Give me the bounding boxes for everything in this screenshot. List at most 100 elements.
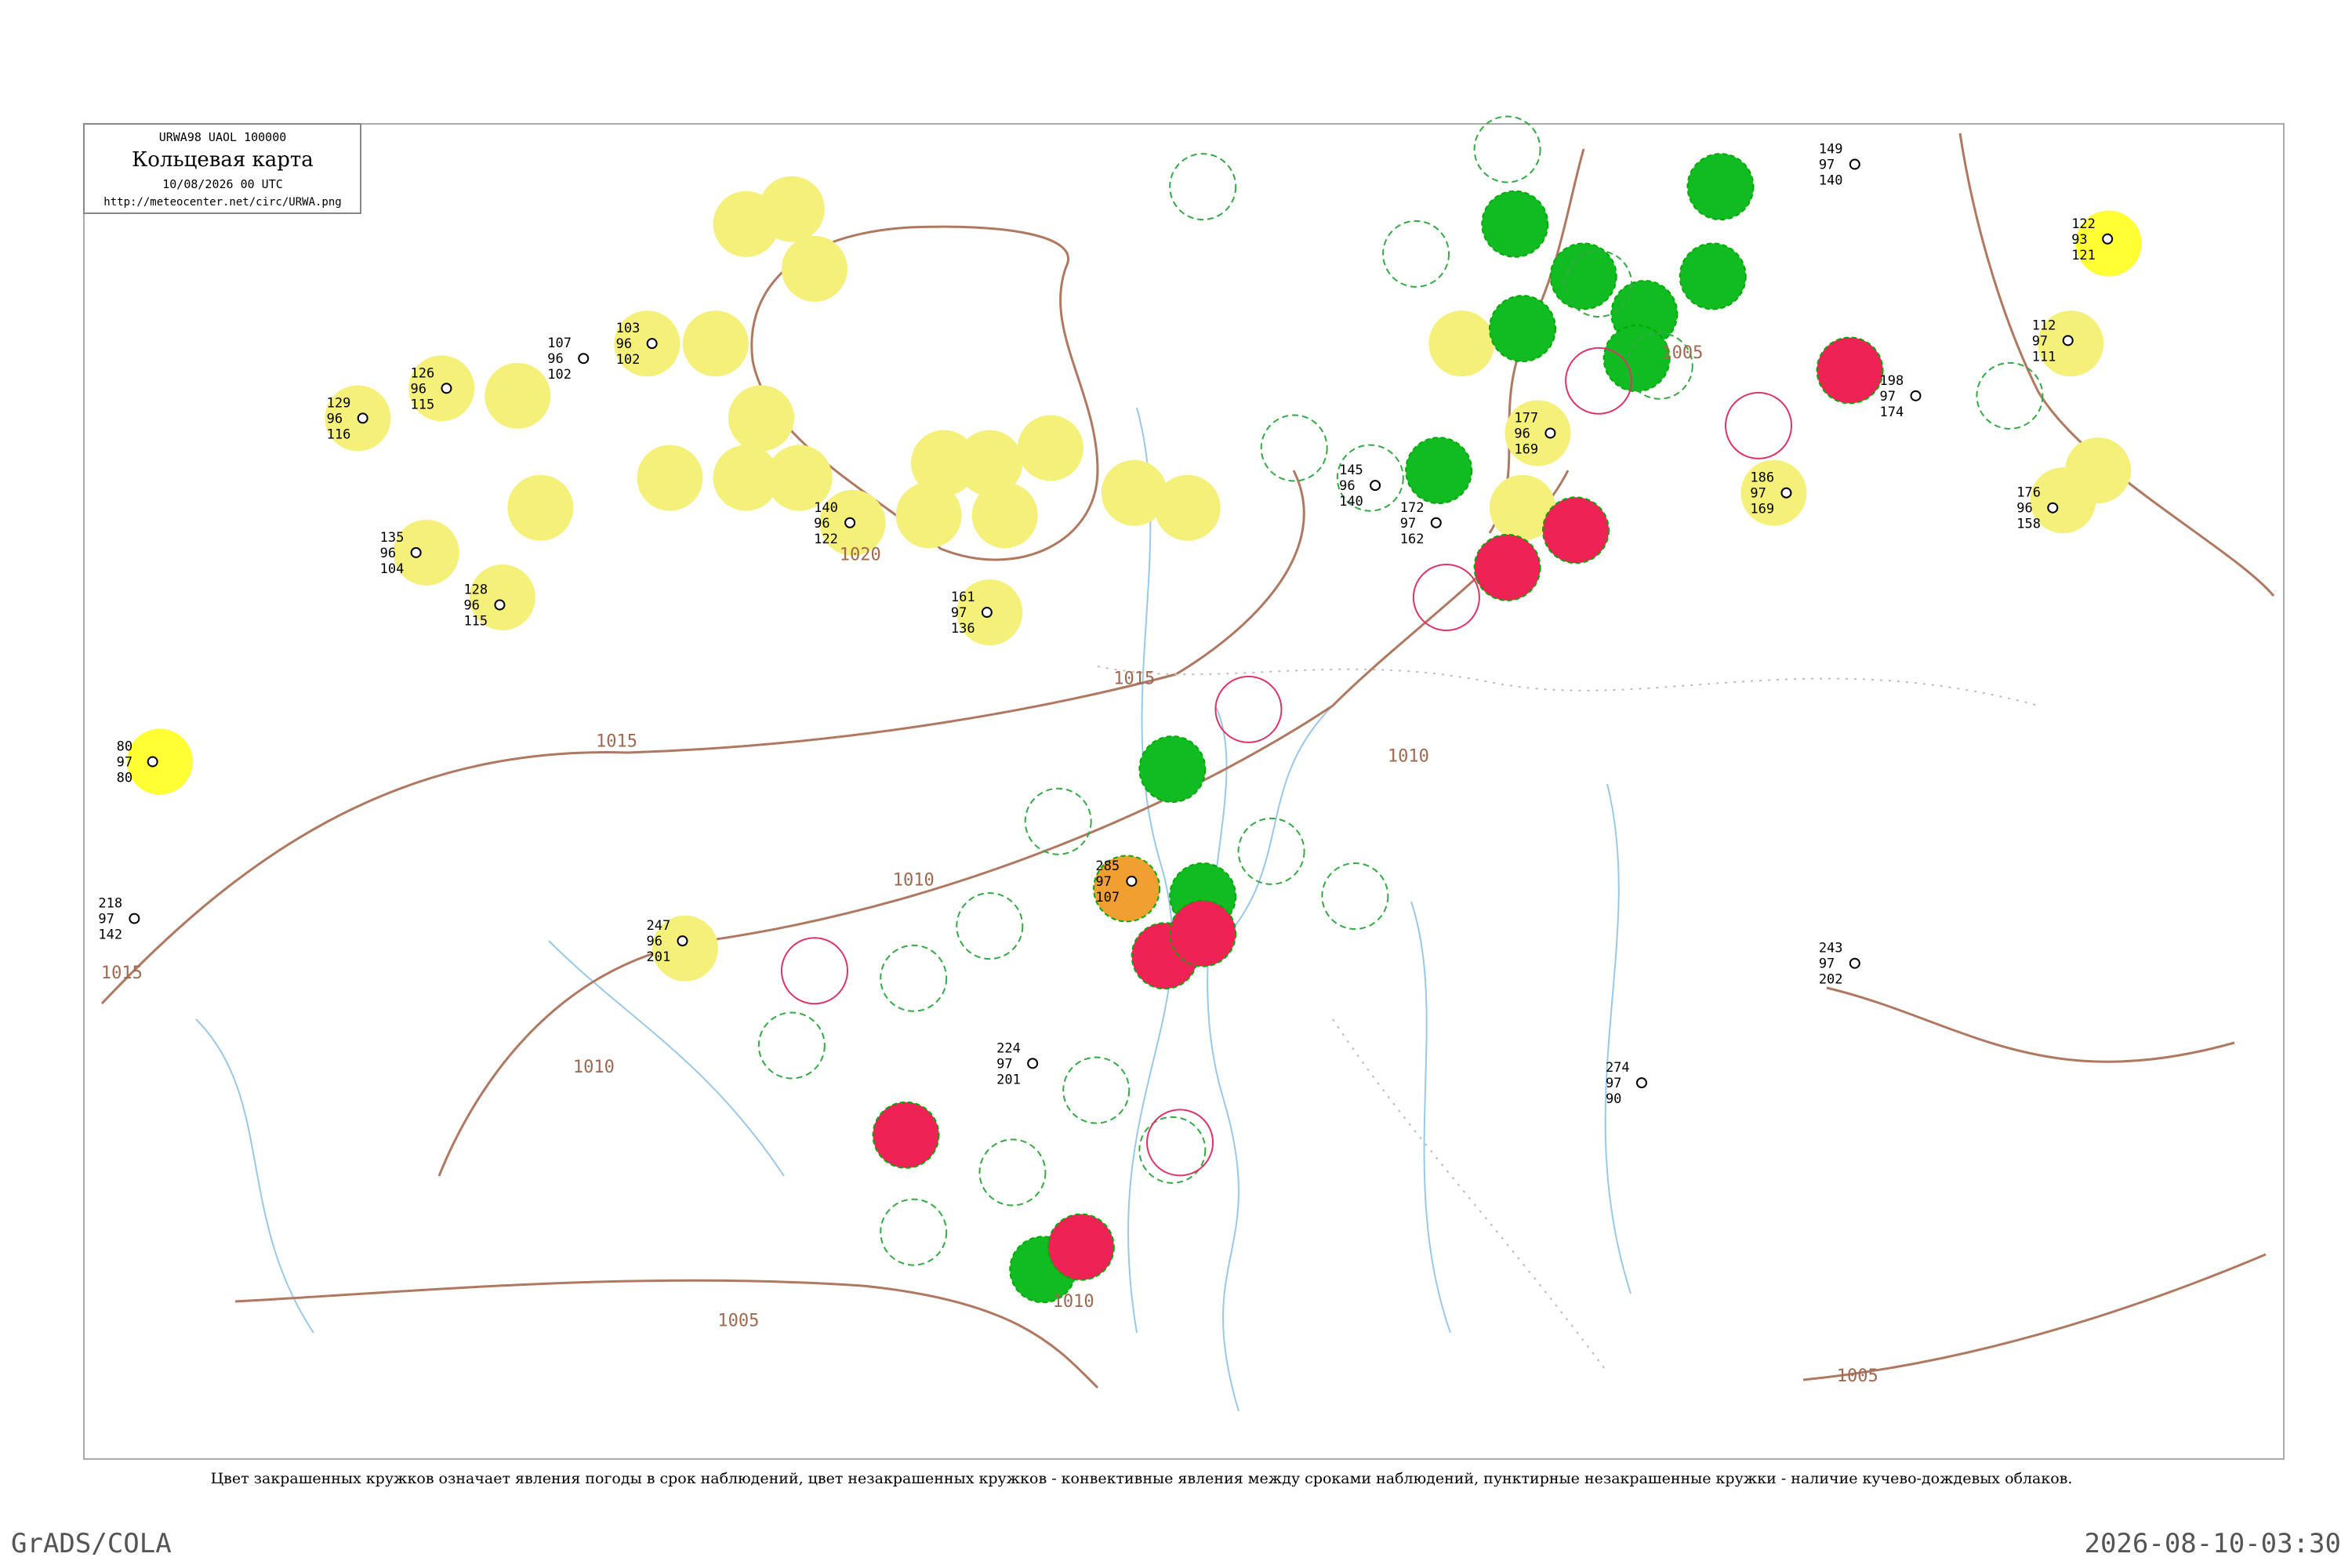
station-dew: 122 — [814, 532, 838, 547]
station-pressure: 80 — [117, 739, 132, 755]
station-dew: 202 — [1819, 972, 1843, 988]
weather-circle — [637, 445, 703, 511]
station-pressure: 274 — [1606, 1060, 1630, 1076]
weather-circle — [1541, 496, 1610, 564]
isobar-label: 1015 — [596, 732, 637, 752]
station-marker — [1027, 1058, 1039, 1069]
station-temp: 97 — [1880, 389, 1896, 405]
station-marker — [844, 517, 856, 528]
station-pressure: 198 — [1880, 373, 1904, 389]
station-pressure: 149 — [1819, 142, 1843, 158]
weather-circle — [1101, 459, 1167, 526]
station-pressure: 247 — [646, 918, 670, 934]
station-pressure: 140 — [814, 500, 838, 516]
station-temp: 97 — [117, 755, 132, 771]
station-temp: 93 — [2071, 232, 2087, 248]
convective-ring — [1237, 817, 1305, 885]
convective-ring — [1146, 1109, 1214, 1177]
weather-circle — [1169, 899, 1237, 967]
header-box — [83, 123, 361, 214]
convective-ring — [1260, 414, 1328, 482]
weather-circle — [1047, 1213, 1115, 1281]
weather-circle — [1686, 153, 1755, 221]
isobar-label: 1005 — [1837, 1367, 1878, 1386]
footer-right: 2026-08-10-03:30 — [2084, 1528, 2341, 1559]
weather-circle — [971, 482, 1038, 549]
station-marker — [677, 935, 688, 947]
convective-ring — [1024, 787, 1092, 855]
station-dew: 80 — [117, 771, 132, 786]
station-temp: 96 — [380, 546, 396, 561]
station-pressure: 145 — [1339, 463, 1363, 478]
station-pressure: 161 — [951, 590, 975, 605]
station-pressure: 285 — [1095, 858, 1120, 874]
station-pressure: 135 — [380, 530, 405, 546]
station-dew: 102 — [616, 352, 641, 368]
station-marker — [147, 756, 158, 768]
weather-circle — [1602, 325, 1671, 393]
station-temp: 96 — [814, 516, 829, 532]
station-pressure: 107 — [547, 336, 572, 351]
station-temp: 97 — [951, 605, 967, 621]
station-dew: 140 — [1819, 173, 1843, 189]
station-marker — [494, 599, 506, 611]
isobar-label: 1010 — [893, 871, 935, 891]
station-temp: 97 — [996, 1056, 1012, 1072]
weather-circle — [1473, 533, 1541, 601]
convective-ring — [1321, 862, 1389, 930]
station-pressure: 218 — [98, 896, 122, 912]
station-temp: 97 — [98, 912, 114, 927]
station-marker — [1780, 487, 1792, 499]
station-marker — [981, 607, 993, 619]
station-temp: 96 — [1514, 426, 1530, 441]
weather-circle — [713, 191, 779, 257]
station-marker — [2102, 233, 2114, 245]
station-pressure: 103 — [616, 321, 641, 336]
station-marker — [1849, 957, 1860, 969]
weather-circle — [728, 385, 794, 452]
weather-circle — [766, 445, 833, 511]
station-dew: 201 — [996, 1072, 1021, 1087]
isobar-label: 1005 — [1661, 343, 1703, 363]
isobar-label: 1010 — [1053, 1292, 1094, 1312]
station-dew: 107 — [1095, 890, 1120, 906]
convective-ring — [956, 892, 1024, 960]
weather-circle — [1481, 190, 1549, 258]
station-pressure: 122 — [2071, 216, 2096, 232]
rivers — [195, 407, 1632, 1412]
caption: Цвет закрашенных кружков означает явлени… — [211, 1470, 2073, 1487]
station-dew: 116 — [327, 426, 351, 442]
station-temp: 96 — [463, 598, 479, 614]
convective-ring — [1169, 153, 1237, 221]
convective-ring — [880, 1198, 948, 1266]
weather-circle — [2065, 437, 2132, 504]
weather-circle — [1679, 242, 1747, 310]
station-pressure: 224 — [996, 1040, 1021, 1056]
weather-circle — [485, 362, 551, 429]
convective-ring — [1625, 332, 1693, 400]
station-dew: 162 — [1400, 532, 1425, 547]
weather-circle — [781, 235, 848, 302]
weather-circle — [1490, 474, 1555, 541]
station-pressure: 126 — [410, 365, 434, 381]
convective-ring — [1473, 115, 1541, 183]
header-title: Кольцевая карта — [132, 148, 314, 172]
station-marker — [357, 412, 368, 424]
station-temp: 97 — [2032, 333, 2048, 349]
convective-ring — [1336, 444, 1404, 512]
weather-circle — [507, 474, 574, 541]
convective-ring — [1976, 361, 2044, 430]
weather-circle — [1816, 336, 1884, 405]
station-dew: 142 — [98, 927, 122, 943]
station-temp: 96 — [2016, 501, 2032, 517]
station-marker — [2062, 335, 2074, 347]
station-temp: 97 — [1095, 874, 1111, 890]
station-dew: 140 — [1339, 494, 1363, 510]
convective-ring — [1138, 1116, 1207, 1184]
station-dew: 201 — [646, 949, 670, 965]
station-pressure: 172 — [1400, 500, 1425, 516]
station-marker — [1910, 390, 1922, 401]
weather-circle — [956, 430, 1023, 496]
station-temp: 96 — [616, 336, 632, 352]
